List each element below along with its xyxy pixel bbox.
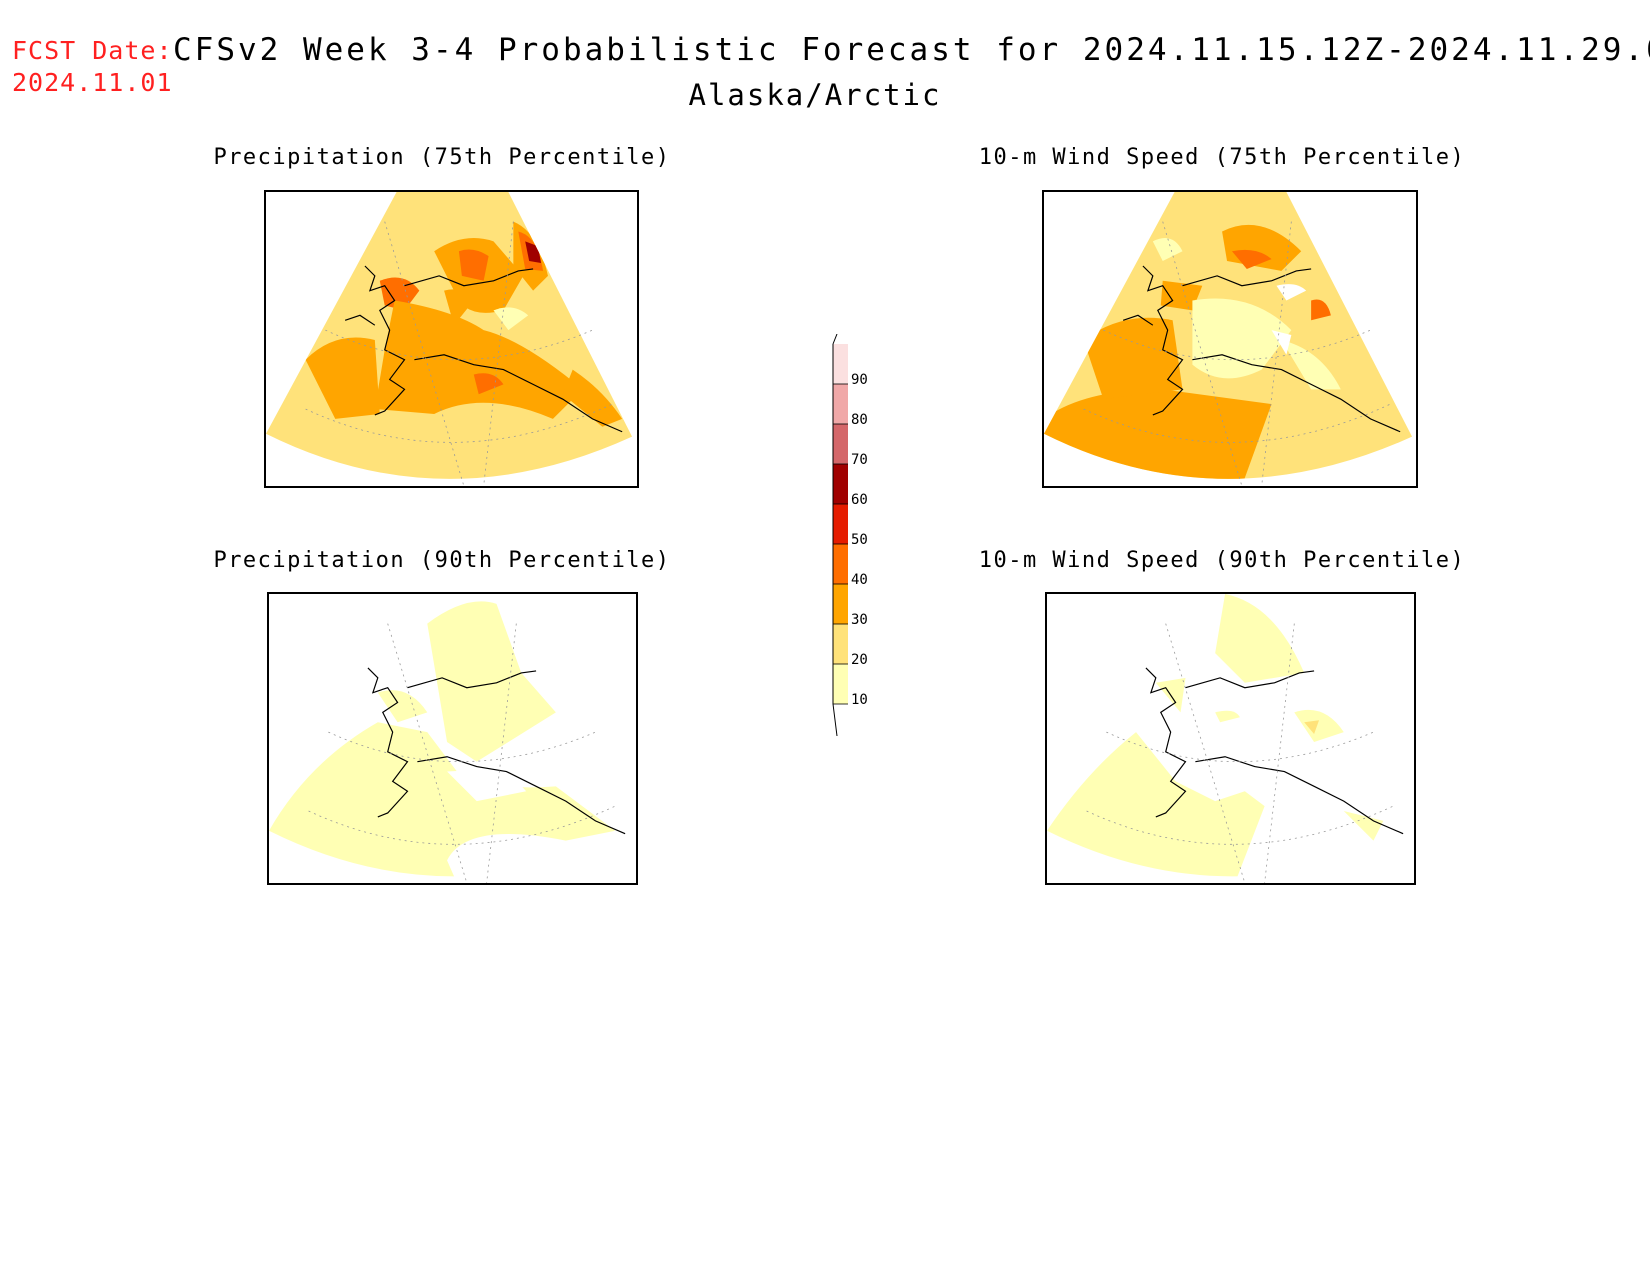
colorbar-swatch xyxy=(833,584,848,624)
panel-title-precip-90: Precipitation (90th Percentile) xyxy=(213,548,671,573)
map-precip-90 xyxy=(269,594,634,883)
colorbar-top-tip xyxy=(832,334,838,345)
map-panel-precip-75 xyxy=(264,190,639,488)
colorbar-tick-label: 30 xyxy=(851,612,868,628)
panel-title-wind-75: 10-m Wind Speed (75th Percentile) xyxy=(978,145,1466,170)
page-title: CFSv2 Week 3-4 Probabilistic Forecast fo… xyxy=(173,32,1650,68)
colorbar-tick-label: 60 xyxy=(851,492,868,508)
map-wind-75 xyxy=(1044,192,1413,486)
region-title: Alaska/Arctic xyxy=(0,78,1650,112)
colorbar-swatch xyxy=(833,344,848,384)
map-precip-75 xyxy=(266,192,633,486)
map-wind-90 xyxy=(1047,594,1412,883)
map-panel-precip-90 xyxy=(267,592,638,885)
colorbar-tick-label: 20 xyxy=(851,652,868,668)
colorbar-swatch xyxy=(833,544,848,584)
colorbar-swatch xyxy=(833,504,848,544)
colorbar-tick-label: 90 xyxy=(851,372,868,388)
region-label: Alaska/Arctic xyxy=(688,78,942,112)
colorbar-swatch xyxy=(833,384,848,424)
fcst-date-label: FCST Date: xyxy=(12,36,173,65)
colorbar-swatch xyxy=(833,664,848,704)
colorbar-swatch xyxy=(833,464,848,504)
fcst-date-value: 2024.11.01 xyxy=(12,68,173,97)
colorbar-bottom-tip xyxy=(832,703,838,737)
colorbar-tick-label: 40 xyxy=(851,572,868,588)
panel-title-wind-90: 10-m Wind Speed (90th Percentile) xyxy=(978,548,1466,573)
colorbar-tick-label: 10 xyxy=(851,692,868,708)
map-panel-wind-90 xyxy=(1045,592,1416,885)
colorbar-tick-label: 50 xyxy=(851,532,868,548)
map-panel-wind-75 xyxy=(1042,190,1418,488)
panel-title-precip-75: Precipitation (75th Percentile) xyxy=(213,145,671,170)
colorbar: 10 20 30 40 50 60 70 80 90 xyxy=(832,334,868,737)
colorbar-tick-label: 70 xyxy=(851,452,868,468)
colorbar-swatch xyxy=(833,424,848,464)
colorbar-swatch xyxy=(833,624,848,664)
colorbar-tick-label: 80 xyxy=(851,412,868,428)
